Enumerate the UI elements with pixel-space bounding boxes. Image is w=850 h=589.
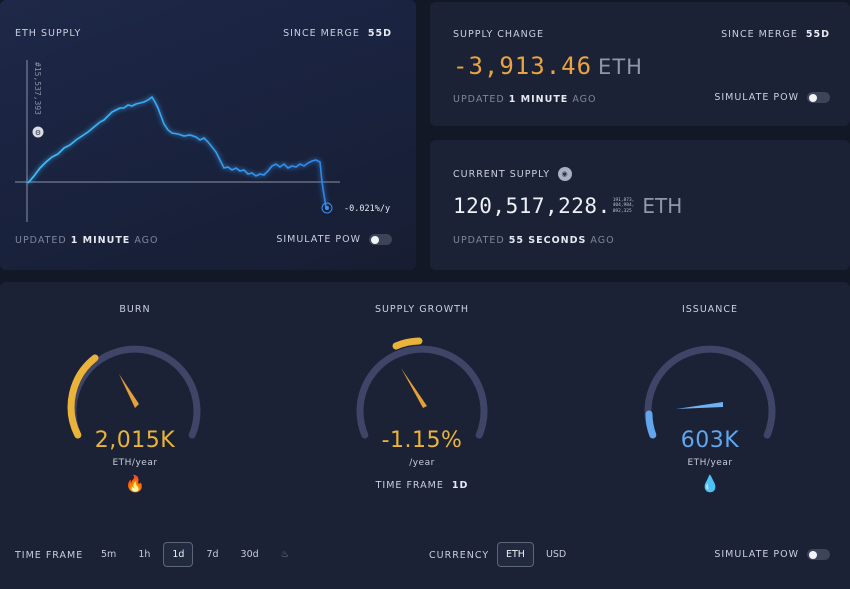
- currency-options: ETH USD: [497, 542, 575, 567]
- supply-change-simulate-pow: SIMULATE PoW: [714, 92, 830, 103]
- supply-rate: -0.021%/y: [344, 204, 390, 214]
- controls-bar: TIME FRAME 5m 1h 1d 7d 30d ♨ CURRENCY ET…: [0, 540, 850, 570]
- fire-icon: 🔥: [125, 474, 145, 493]
- since-merge-value: 55d: [805, 29, 830, 40]
- updated-value: 1 MINUTE: [70, 235, 131, 246]
- timeframe-value: 1d: [451, 480, 469, 491]
- simulate-pow-label: SIMULATE PoW: [276, 234, 361, 245]
- issuance-dial: [644, 345, 776, 439]
- supply-change-updated: UPDATED 1 MINUTE AGO: [453, 94, 597, 105]
- timeframe-label: TIME FRAME: [375, 480, 444, 491]
- simulate-pow-toggle[interactable]: [369, 234, 392, 245]
- burn-unit: ETH/year: [112, 458, 158, 468]
- supply-growth-dial: [356, 337, 488, 439]
- currency-usd[interactable]: USD: [545, 549, 567, 560]
- updated-suffix: AGO: [572, 94, 597, 105]
- timeframe-30d[interactable]: 30d: [240, 549, 259, 560]
- current-supply-title-row: CURRENT SUPPLY ◉: [453, 167, 572, 181]
- burn-arc: [67, 354, 99, 439]
- burn-title: BURN: [119, 304, 151, 315]
- currency-eth[interactable]: ETH: [497, 542, 534, 567]
- updated-prefix: UPDATED: [453, 235, 505, 246]
- timeframe-1h[interactable]: 1h: [138, 549, 151, 560]
- droplet-icon: 💧: [700, 474, 720, 493]
- updated-prefix: UPDATED: [453, 94, 505, 105]
- timeframe-7d[interactable]: 7d: [206, 549, 219, 560]
- eth-supply-card: ETH SUPPLY SINCE MERGE 55d #15,537,393 ⚙…: [0, 0, 416, 270]
- supply-growth-unit: /year: [409, 458, 435, 468]
- simulate-pow-label: SIMULATE PoW: [714, 549, 799, 560]
- updated-value: 55 SECONDS: [508, 235, 587, 246]
- decimals-line-3: 092,325: [612, 208, 632, 214]
- current-supply-decimals: 191,873, 404,984, 092,325: [613, 198, 635, 215]
- supply-change-card: SUPPLY CHANGE SINCE MERGE 55d -3,913.46 E…: [430, 2, 850, 126]
- supply-chart: #15,537,393 ⚙ -0.021%/y: [15, 60, 390, 222]
- merge-icon-glyph: ⚙: [35, 129, 41, 137]
- decimals-line-2: 404,984,: [612, 203, 635, 209]
- burn-value: 2,015K: [94, 428, 176, 453]
- supply-growth-title: SUPPLY GROWTH: [374, 304, 470, 315]
- eth-supply-updated: UPDATED 1 MINUTE AGO: [15, 235, 159, 246]
- decimals-line-1: 191,873,: [612, 197, 635, 203]
- supply-growth-timeframe: TIME FRAME 1d: [302, 480, 542, 491]
- timeframe-5m[interactable]: 5m: [101, 549, 117, 560]
- ultrasound-bat-icon: ◉: [558, 167, 572, 181]
- current-point-ring: [321, 202, 333, 214]
- eth-supply-title: ETH SUPPLY: [15, 28, 82, 39]
- eth-supply-since-merge: SINCE MERGE 55d: [283, 28, 392, 39]
- current-supply-number: 120,517,228.: [453, 194, 611, 218]
- since-merge-label: SINCE MERGE: [721, 29, 798, 40]
- issuance-arc: [645, 410, 657, 439]
- supply-change-title: SUPPLY CHANGE: [453, 29, 545, 40]
- current-supply-unit: ETH: [642, 194, 683, 218]
- updated-value: 1 MINUTE: [508, 94, 569, 105]
- simulate-pow-label: SIMULATE PoW: [714, 92, 799, 103]
- supply-line: [27, 95, 327, 208]
- since-merge-value: 55d: [367, 28, 392, 39]
- current-point: [325, 206, 329, 210]
- eth-supply-simulate-pow: SIMULATE PoW: [276, 234, 392, 245]
- updated-suffix: AGO: [590, 235, 615, 246]
- since-burn-icon[interactable]: ♨: [280, 549, 290, 560]
- timeframe-label: TIME FRAME: [15, 550, 84, 561]
- issuance-title: ISSUANCE: [681, 304, 739, 315]
- timeframe-options: 5m 1h 1d 7d 30d ♨: [92, 542, 298, 567]
- issuance-value: 603K: [680, 428, 740, 453]
- supply-growth-value: -1.15%: [381, 428, 463, 453]
- gauges-card: BURN 2,015K ETH/year 🔥 SUPPLY GROWTH -1.…: [0, 282, 850, 589]
- y-axis-label: #15,537,393: [33, 62, 42, 115]
- updated-suffix: AGO: [134, 235, 159, 246]
- current-supply-card: CURRENT SUPPLY ◉ 120,517,228. 191,873, 4…: [430, 140, 850, 270]
- current-supply-value: 120,517,228. 191,873, 404,984, 092,325 E…: [453, 194, 682, 218]
- issuance-unit: ETH/year: [687, 458, 733, 468]
- bottom-simulate-pow: SIMULATE PoW: [714, 549, 830, 560]
- since-merge-label: SINCE MERGE: [283, 28, 360, 39]
- burn-needle: [119, 374, 139, 408]
- simulate-pow-toggle[interactable]: [807, 549, 830, 560]
- supply-growth-arc: [392, 337, 423, 350]
- current-supply-title: CURRENT SUPPLY: [453, 168, 550, 180]
- timeframe-1d[interactable]: 1d: [163, 542, 194, 567]
- supply-change-value: -3,913.46 ETH: [453, 52, 643, 80]
- simulate-pow-toggle[interactable]: [807, 92, 830, 103]
- current-supply-updated: UPDATED 55 SECONDS AGO: [453, 235, 615, 246]
- updated-prefix: UPDATED: [15, 235, 67, 246]
- supply-growth-needle: [401, 368, 427, 408]
- supply-change-unit: ETH: [598, 55, 643, 79]
- supply-change-number: -3,913.46: [453, 52, 593, 80]
- currency-label: CURRENCY: [429, 550, 490, 561]
- issuance-needle: [676, 402, 723, 409]
- supply-change-since-merge: SINCE MERGE 55d: [721, 29, 830, 40]
- merge-icon: [32, 126, 44, 138]
- burn-dial: [67, 345, 201, 439]
